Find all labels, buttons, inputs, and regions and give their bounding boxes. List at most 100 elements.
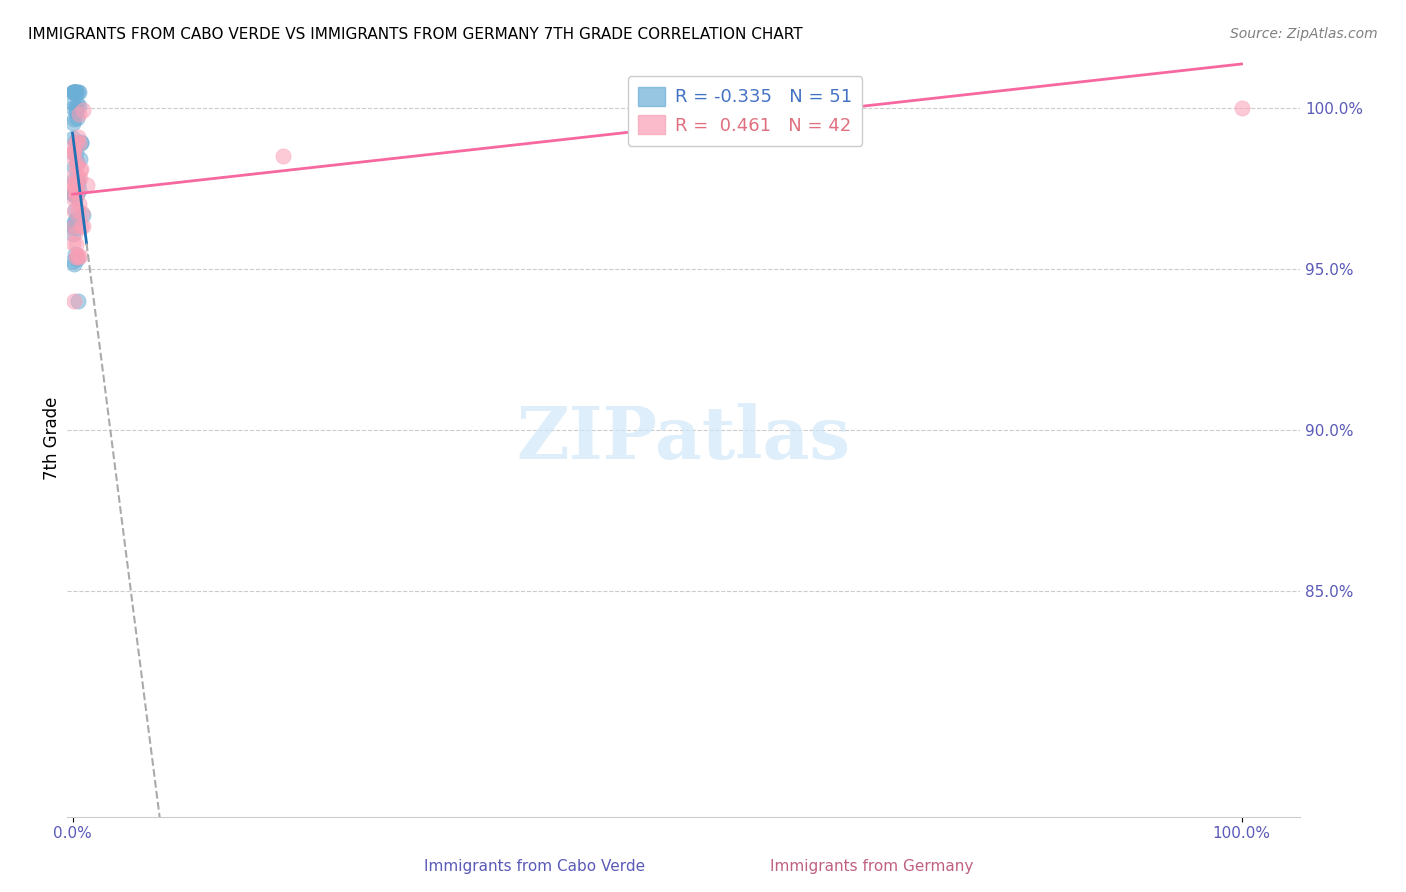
Immigrants from Germany xyxy=(66,248,89,262)
Immigrants from Germany xyxy=(69,162,91,177)
Immigrants from Germany xyxy=(1230,101,1253,115)
Immigrants from Cabo Verde xyxy=(67,176,90,190)
Text: IMMIGRANTS FROM CABO VERDE VS IMMIGRANTS FROM GERMANY 7TH GRADE CORRELATION CHAR: IMMIGRANTS FROM CABO VERDE VS IMMIGRANTS… xyxy=(28,27,803,42)
Immigrants from Cabo Verde xyxy=(62,219,84,234)
Immigrants from Cabo Verde xyxy=(66,154,89,169)
Immigrants from Cabo Verde xyxy=(63,215,86,229)
Immigrants from Germany xyxy=(69,249,91,263)
Immigrants from Cabo Verde xyxy=(63,136,86,150)
Immigrants from Cabo Verde xyxy=(63,189,86,203)
Immigrants from Germany xyxy=(271,149,294,163)
Immigrants from Cabo Verde xyxy=(62,227,84,241)
Immigrants from Germany xyxy=(69,171,91,186)
Immigrants from Germany xyxy=(65,251,87,265)
Immigrants from Germany xyxy=(63,168,86,182)
Immigrants from Germany xyxy=(63,182,86,196)
Immigrants from Cabo Verde xyxy=(70,136,93,150)
Immigrants from Cabo Verde xyxy=(65,145,87,159)
Immigrants from Cabo Verde xyxy=(62,95,84,110)
Immigrants from Germany xyxy=(66,250,89,264)
Immigrants from Cabo Verde xyxy=(66,252,89,266)
Immigrants from Cabo Verde xyxy=(62,101,84,115)
Immigrants from Germany xyxy=(65,179,87,194)
Immigrants from Germany xyxy=(65,188,87,202)
Immigrants from Germany xyxy=(62,177,84,191)
Immigrants from Cabo Verde xyxy=(69,152,91,166)
Immigrants from Cabo Verde xyxy=(72,208,94,222)
Immigrants from Germany xyxy=(76,178,98,193)
Immigrants from Cabo Verde xyxy=(65,211,87,226)
Immigrants from Germany xyxy=(70,162,93,177)
Immigrants from Cabo Verde xyxy=(62,115,84,129)
Immigrants from Cabo Verde xyxy=(65,85,87,99)
Text: Immigrants from Cabo Verde: Immigrants from Cabo Verde xyxy=(423,859,645,874)
Text: Immigrants from Germany: Immigrants from Germany xyxy=(770,859,973,874)
Immigrants from Cabo Verde xyxy=(62,85,84,99)
Immigrants from Cabo Verde xyxy=(65,187,87,202)
Immigrants from Cabo Verde xyxy=(67,294,90,309)
Immigrants from Cabo Verde xyxy=(67,98,90,112)
Immigrants from Germany xyxy=(63,192,86,206)
Immigrants from Germany xyxy=(70,206,93,220)
Immigrants from Cabo Verde xyxy=(63,256,86,270)
Immigrants from Cabo Verde xyxy=(62,85,84,99)
Immigrants from Cabo Verde xyxy=(67,183,90,197)
Immigrants from Cabo Verde xyxy=(65,85,87,99)
Immigrants from Cabo Verde xyxy=(66,111,89,125)
Immigrants from Germany xyxy=(63,204,86,219)
Immigrants from Cabo Verde xyxy=(62,85,84,99)
Immigrants from Cabo Verde xyxy=(63,112,86,127)
Immigrants from Cabo Verde xyxy=(65,184,87,198)
Immigrants from Germany xyxy=(72,219,94,234)
Immigrants from Germany xyxy=(65,159,87,173)
Immigrants from Germany xyxy=(65,236,87,251)
Immigrants from Cabo Verde xyxy=(65,85,87,99)
Immigrants from Cabo Verde xyxy=(67,85,90,99)
Immigrants from Cabo Verde xyxy=(62,187,84,202)
Immigrants from Germany xyxy=(65,135,87,149)
Immigrants from Germany xyxy=(62,150,84,164)
Immigrants from Germany xyxy=(67,136,90,151)
Immigrants from Germany xyxy=(66,155,89,169)
Immigrants from Cabo Verde xyxy=(65,85,87,99)
Immigrants from Cabo Verde xyxy=(66,172,89,186)
Immigrants from Cabo Verde xyxy=(63,220,86,235)
Text: ZIPatlas: ZIPatlas xyxy=(516,402,851,474)
Immigrants from Germany xyxy=(62,145,84,159)
Immigrants from Cabo Verde xyxy=(66,96,89,111)
Immigrants from Germany xyxy=(65,226,87,240)
Immigrants from Germany xyxy=(66,203,89,218)
Immigrants from Cabo Verde xyxy=(65,101,87,115)
Immigrants from Cabo Verde xyxy=(62,145,84,160)
Immigrants from Cabo Verde xyxy=(62,160,84,174)
Immigrants from Cabo Verde xyxy=(70,136,93,150)
Immigrants from Cabo Verde xyxy=(63,85,86,99)
Immigrants from Germany xyxy=(66,169,89,184)
Immigrants from Germany xyxy=(67,196,90,211)
Immigrants from Germany xyxy=(62,139,84,153)
Text: Source: ZipAtlas.com: Source: ZipAtlas.com xyxy=(1230,27,1378,41)
Immigrants from Cabo Verde xyxy=(63,172,86,186)
Immigrants from Cabo Verde xyxy=(63,202,86,217)
Immigrants from Germany xyxy=(66,185,89,199)
Immigrants from Germany xyxy=(70,219,93,233)
Immigrants from Germany xyxy=(67,129,90,144)
Immigrants from Cabo Verde xyxy=(62,253,84,268)
Immigrants from Germany xyxy=(63,294,86,309)
Immigrants from Cabo Verde xyxy=(63,85,86,99)
Immigrants from Germany xyxy=(72,103,94,118)
Immigrants from Cabo Verde xyxy=(63,247,86,261)
Immigrants from Cabo Verde xyxy=(66,85,89,99)
Immigrants from Germany xyxy=(62,184,84,198)
Immigrants from Cabo Verde xyxy=(62,131,84,145)
Immigrants from Germany xyxy=(62,177,84,191)
Immigrants from Germany xyxy=(62,235,84,250)
Immigrants from Germany xyxy=(63,145,86,160)
Immigrants from Cabo Verde xyxy=(65,105,87,120)
Immigrants from Germany xyxy=(63,219,86,233)
Immigrants from Cabo Verde xyxy=(62,85,84,99)
Immigrants from Cabo Verde xyxy=(62,186,84,201)
Y-axis label: 7th Grade: 7th Grade xyxy=(44,396,60,480)
Immigrants from Germany xyxy=(67,107,90,121)
Legend: R = -0.335   N = 51, R =  0.461   N = 42: R = -0.335 N = 51, R = 0.461 N = 42 xyxy=(627,76,862,145)
